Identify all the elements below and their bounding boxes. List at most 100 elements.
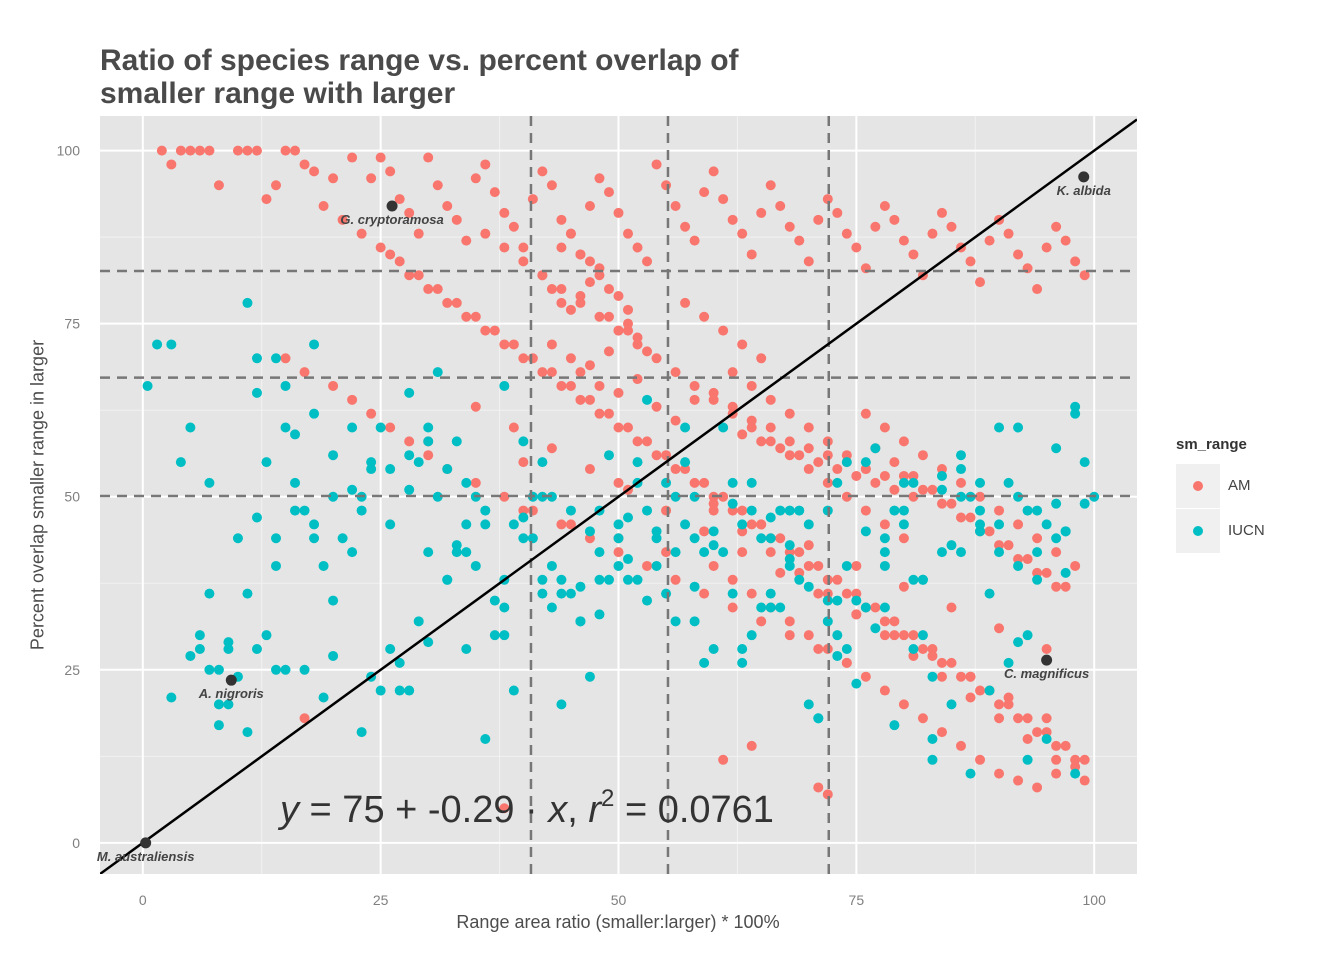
point-iucn [1051,498,1062,509]
point-am [784,547,795,558]
y-axis-label: Percent overlap smaller range in larger [27,339,48,651]
point-am [680,464,691,475]
point-am [413,228,424,239]
point-iucn [223,699,234,710]
point-am [556,519,567,530]
point-am [299,159,310,170]
point-am [166,159,177,170]
point-iucn [994,422,1005,433]
point-am [1060,740,1071,751]
point-am [813,457,824,468]
point-iucn [908,644,919,655]
point-iucn [594,574,605,585]
point-iucn [185,422,196,433]
highlight-point [140,837,152,849]
x-tick-label: 75 [849,892,865,908]
point-label: M. australiensis [97,849,195,864]
point-am [994,623,1005,634]
point-iucn [737,657,748,668]
point-am [1060,581,1071,592]
point-am [898,235,909,246]
point-iucn [337,533,348,544]
point-am [489,187,500,198]
point-iucn [898,505,909,516]
point-iucn [404,685,415,696]
point-am [832,464,843,475]
point-iucn [518,436,529,447]
legend-key-am [1176,463,1220,508]
point-am [385,422,396,433]
point-iucn [328,650,339,661]
point-am [213,180,224,191]
point-am [784,408,795,419]
point-iucn [832,477,843,488]
point-am [670,464,681,475]
point-am [718,194,729,205]
point-am [784,436,795,447]
point-am [470,401,481,412]
point-iucn [271,353,282,364]
point-iucn [1032,505,1043,516]
point-iucn [975,505,986,516]
point-am [385,166,396,177]
point-am [994,699,1005,710]
point-iucn [213,720,224,731]
point-am [746,249,757,260]
point-am [499,242,510,253]
point-am [623,304,634,315]
point-am [670,415,681,426]
point-am [889,630,900,641]
point-iucn [185,650,196,661]
point-iucn [1079,498,1090,509]
point-am [1079,754,1090,765]
point-am [556,380,567,391]
point-am [975,754,986,765]
point-am [546,339,557,350]
point-iucn [142,380,153,391]
point-iucn [251,353,262,364]
point-am [546,284,557,295]
point-am [613,325,624,336]
y-tick-label: 50 [64,489,80,505]
point-am [1032,533,1043,544]
point-am [765,422,776,433]
point-iucn [223,637,234,648]
point-am [499,339,510,350]
point-am [394,256,405,267]
point-am [404,436,415,447]
point-am [556,242,567,253]
point-am [946,602,957,613]
point-am [765,394,776,405]
point-am [299,367,310,378]
point-am [756,616,767,627]
chart-title-line-2: smaller range with larger [100,77,456,110]
point-iucn [651,560,662,571]
point-am [1041,242,1052,253]
point-am [537,367,548,378]
point-iucn [727,588,738,599]
point-am [1003,228,1014,239]
point-am [708,394,719,405]
point-am [537,270,548,281]
x-axis-label: Range area ratio (smaller:larger) * 100% [456,912,780,932]
point-iucn [385,644,396,655]
y-tick-label: 0 [72,835,80,851]
point-am [518,457,529,468]
point-am [232,145,243,156]
point-iucn [708,526,719,537]
point-am [756,519,767,530]
point-am [642,346,653,357]
point-iucn [994,547,1005,558]
point-iucn [784,554,795,565]
point-am [385,249,396,260]
point-iucn [1003,657,1014,668]
point-iucn [499,630,510,641]
point-iucn [889,505,900,516]
point-iucn [489,595,500,606]
point-iucn [651,526,662,537]
point-label: K. albida [1057,183,1111,198]
point-am [1079,270,1090,281]
point-am [603,284,614,295]
point-iucn [280,380,291,391]
point-am [699,187,710,198]
